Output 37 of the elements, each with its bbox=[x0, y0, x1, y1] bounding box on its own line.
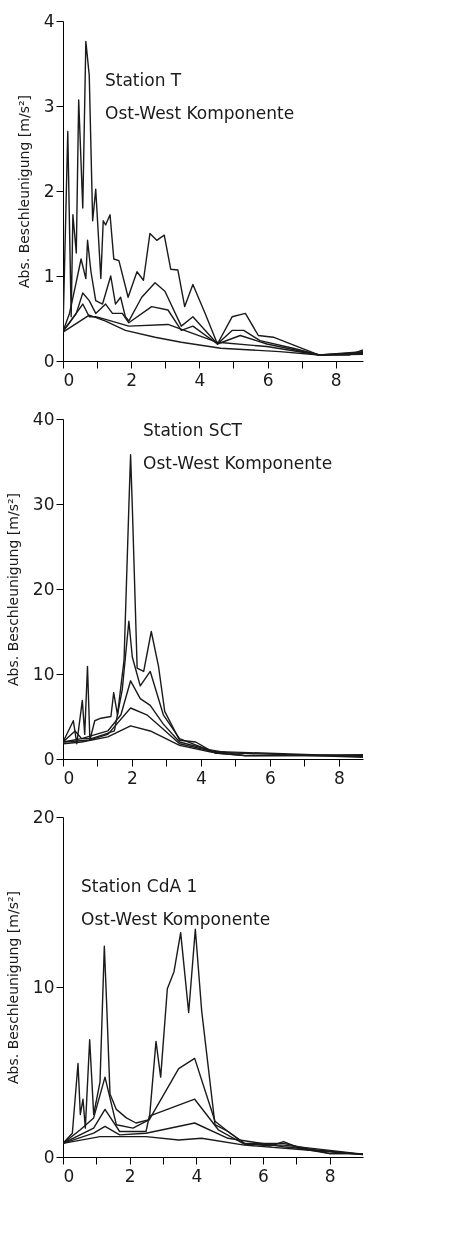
annotation: Ost-West Komponente bbox=[105, 103, 295, 123]
annotation: Station CdA 1 bbox=[81, 876, 198, 896]
annotation: Ost-West Komponente bbox=[81, 909, 271, 929]
y-tick-label: 10 bbox=[32, 663, 55, 684]
x-tick-label: 6 bbox=[258, 1165, 269, 1186]
y-tick-label: 0 bbox=[43, 748, 55, 769]
y-tick-label: 10 bbox=[32, 976, 55, 997]
y-tick-label: 0 bbox=[43, 350, 55, 371]
x-tick-label: 0 bbox=[63, 767, 75, 788]
x-tick-label: 2 bbox=[126, 369, 138, 390]
x-tick-label: 6 bbox=[264, 767, 276, 788]
y-tick-label: 3 bbox=[43, 95, 55, 116]
x-tick-label: 4 bbox=[194, 369, 206, 390]
x-tick-label: 2 bbox=[124, 1165, 136, 1186]
x-tick-label: 0 bbox=[63, 1165, 75, 1186]
annotation: Ost-West Komponente bbox=[143, 453, 333, 473]
x-tick-label: 6 bbox=[262, 369, 274, 390]
annotation: Station SCT bbox=[143, 420, 243, 440]
x-tick-label: 8 bbox=[333, 767, 345, 788]
x-tick-label: 0 bbox=[63, 369, 75, 390]
y-tick-label: 20 bbox=[32, 806, 55, 827]
x-tick-label: 8 bbox=[330, 369, 342, 390]
y-tick-label: 4 bbox=[43, 10, 55, 31]
y-tick-label: 30 bbox=[32, 493, 55, 514]
y-axis-title: Abs. Beschleunigung [m/s²] bbox=[4, 890, 21, 1085]
y-tick-label: 1 bbox=[43, 265, 55, 286]
x-tick-label: 4 bbox=[196, 767, 207, 788]
annotation: Station T bbox=[105, 70, 182, 90]
y-tick-label: 2 bbox=[43, 180, 55, 201]
y-axis-title: Abs. Beschleunigung [m/s²] bbox=[4, 492, 21, 687]
y-axis-title: Abs. Beschleunigung [m/s²] bbox=[15, 94, 32, 289]
x-tick-label: 2 bbox=[127, 767, 138, 788]
y-tick-label: 40 bbox=[32, 408, 55, 429]
y-tick-label: 0 bbox=[43, 1146, 55, 1167]
x-tick-label: 4 bbox=[191, 1165, 203, 1186]
x-tick-label: 8 bbox=[324, 1165, 336, 1186]
y-tick-label: 20 bbox=[32, 578, 55, 599]
